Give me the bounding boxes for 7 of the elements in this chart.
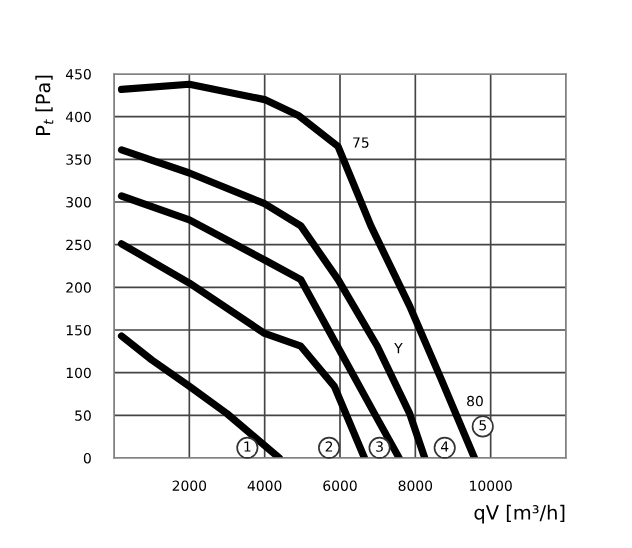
line-series <box>117 240 369 458</box>
line-series <box>117 192 403 458</box>
line-series <box>117 332 283 458</box>
y-axis-title: P$_{t}$ [Pa] <box>35 75 54 135</box>
line-series <box>117 80 479 458</box>
x-axis-title: qV [m³/h] <box>474 504 565 524</box>
line-series <box>117 146 429 458</box>
